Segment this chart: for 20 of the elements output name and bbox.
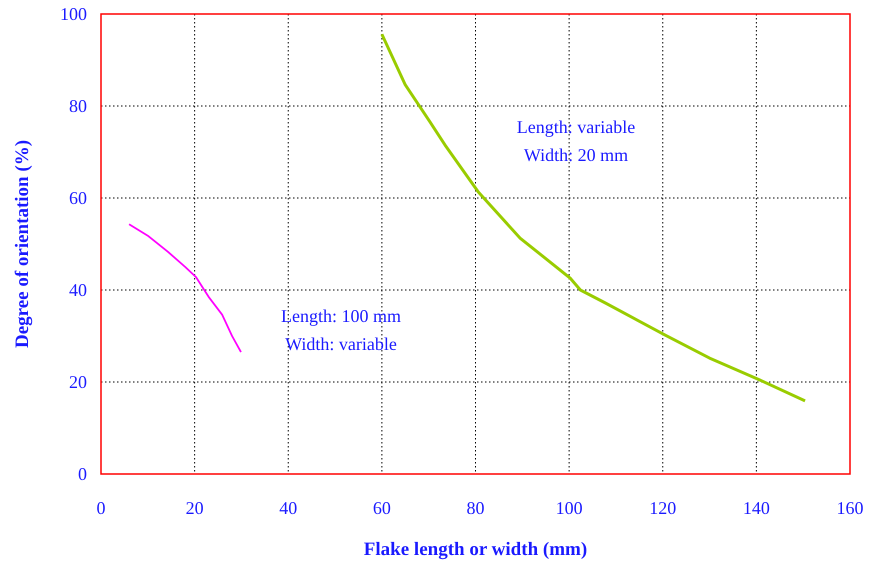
y-tick-label: 0 bbox=[78, 464, 87, 484]
y-tick-label: 80 bbox=[69, 96, 87, 116]
x-tick-label: 120 bbox=[649, 498, 676, 518]
y-tick-label: 20 bbox=[69, 372, 87, 392]
x-tick-label: 80 bbox=[466, 498, 484, 518]
x-tick-label: 140 bbox=[742, 498, 770, 518]
x-tick-label: 160 bbox=[836, 498, 864, 518]
y-axis-title: Degree of orientation (%) bbox=[12, 140, 33, 348]
y-tick-label: 100 bbox=[60, 4, 87, 24]
x-tick-label: 0 bbox=[96, 498, 106, 518]
x-axis-title: Flake length or width (mm) bbox=[364, 539, 588, 560]
x-tick-label: 100 bbox=[556, 498, 583, 518]
line-series bbox=[128, 223, 242, 353]
x-tick-label: 40 bbox=[279, 498, 298, 518]
x-tick-label: 60 bbox=[372, 498, 391, 518]
x-tick-label: 20 bbox=[186, 498, 204, 518]
annotation: Length: variable Width: 20 mm bbox=[516, 117, 636, 165]
y-tick-label: 40 bbox=[69, 280, 87, 300]
y-tick-label: 60 bbox=[69, 188, 87, 208]
annotation: Length: 100 mm Width: variable bbox=[281, 306, 401, 354]
